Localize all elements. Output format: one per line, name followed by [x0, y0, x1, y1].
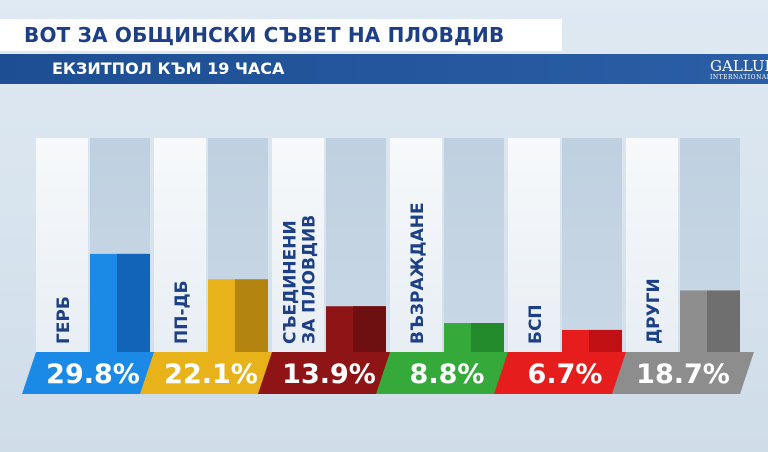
category-label: БСП — [526, 304, 546, 344]
bar-shade — [353, 306, 386, 352]
logo-subtext: INTERNATIONAL — [710, 74, 768, 81]
bar-track — [444, 138, 504, 352]
bar-group: ВЪЗРАЖДАНЕ 8.8% — [376, 138, 518, 394]
value-band — [22, 352, 164, 394]
value-label: 29.8% — [46, 359, 140, 390]
label-panel — [626, 138, 678, 352]
category-label: ВЪЗРАЖДАНЕ — [408, 202, 428, 344]
label-panel — [508, 138, 560, 352]
bar-shade — [117, 253, 150, 352]
value-band — [140, 352, 282, 394]
category-label: ДРУГИ — [644, 278, 664, 344]
category-label: СЪЕДИНЕНИ — [281, 220, 301, 344]
value-label: 6.7% — [528, 359, 603, 390]
bar-shade — [471, 323, 504, 352]
category-label: ГЕРБ — [54, 296, 74, 344]
gallup-logo: GALLUP INTERNATIONAL — [710, 58, 768, 82]
bar-group: СЪЕДИНЕНИ ЗА ПЛОВДИВ 13.9% — [258, 138, 400, 394]
value-label: 13.9% — [282, 359, 376, 390]
logo-text: GALLUP — [710, 57, 768, 75]
bar-shade — [235, 279, 268, 352]
value-label: 8.8% — [410, 359, 485, 390]
label-panel — [390, 138, 442, 352]
value-label: 22.1% — [164, 359, 258, 390]
bar-track — [562, 138, 622, 352]
bar-group: ДРУГИ 18.7% — [612, 138, 754, 394]
bar-shade — [589, 329, 622, 352]
value-label: 18.7% — [636, 359, 730, 390]
label-panel — [36, 138, 88, 352]
category-label: ЗА ПЛОВДИВ — [300, 215, 320, 344]
bar-group: ГЕРБ 29.8% — [22, 138, 164, 394]
bar-shade — [707, 290, 740, 352]
label-panel — [272, 138, 324, 352]
value-band — [612, 352, 754, 394]
bar-group: БСП 6.7% — [494, 138, 636, 394]
page-subtitle: ЕКЗИТПОЛ КЪМ 19 ЧАСА — [0, 54, 768, 84]
bar-group: ПП-ДБ 22.1% — [140, 138, 282, 394]
category-label: ПП-ДБ — [172, 280, 192, 344]
value-band — [494, 352, 636, 394]
value-band — [376, 352, 518, 394]
page-title: ВОТ ЗА ОБЩИНСКИ СЪВЕТ НА ПЛОВДИВ — [0, 19, 562, 51]
label-panel — [154, 138, 206, 352]
value-band — [258, 352, 400, 394]
